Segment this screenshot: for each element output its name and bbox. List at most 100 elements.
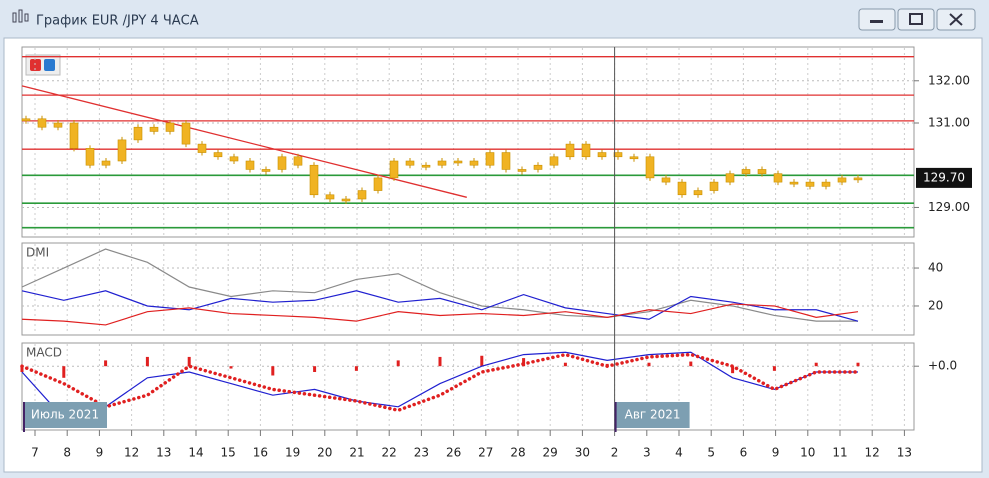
candle xyxy=(677,181,687,196)
candle xyxy=(309,164,319,196)
candle xyxy=(821,181,831,187)
macd-bar xyxy=(563,362,567,367)
macd-bar xyxy=(313,366,317,372)
candle xyxy=(549,156,559,166)
candle xyxy=(709,181,719,191)
x-tick-label: 12 xyxy=(865,446,880,460)
signal-line xyxy=(20,352,860,413)
x-tick-label: 10 xyxy=(800,446,815,460)
x-tick-label: 3 xyxy=(643,446,651,460)
candle xyxy=(613,152,623,158)
color-toggle[interactable] xyxy=(25,54,61,76)
candle xyxy=(293,156,303,166)
candle xyxy=(453,160,463,164)
trend-line xyxy=(21,85,467,198)
candle xyxy=(213,152,223,158)
candle xyxy=(85,148,95,166)
current-price-box xyxy=(916,167,972,188)
date-label: Июль 2021 xyxy=(31,408,99,422)
macd-bar xyxy=(396,360,400,367)
macd-bar xyxy=(20,366,24,372)
macd-bar xyxy=(62,366,66,378)
candle xyxy=(53,122,63,128)
macd-bar xyxy=(104,360,108,367)
x-tick-label: 13 xyxy=(156,446,171,460)
candle xyxy=(117,139,127,162)
candle xyxy=(789,181,799,185)
macd-bar xyxy=(354,366,358,371)
y-tick-label: 132.00 xyxy=(928,73,970,87)
window-title: График EUR /JPY 4 ЧАСА xyxy=(36,14,199,29)
x-tick-label: 20 xyxy=(317,446,332,460)
candle xyxy=(37,118,47,128)
candle xyxy=(165,122,175,132)
candle xyxy=(357,190,367,200)
x-tick-label: 6 xyxy=(740,446,748,460)
candle xyxy=(405,160,415,166)
x-tick-label: 14 xyxy=(188,446,203,460)
candle xyxy=(245,160,255,170)
candle xyxy=(645,156,655,179)
macd-bar xyxy=(856,362,860,367)
candle xyxy=(469,160,479,166)
macd-bar xyxy=(229,366,233,369)
minimize-button[interactable] xyxy=(858,8,896,31)
panel-title: MACD xyxy=(26,346,62,360)
maximize-button[interactable] xyxy=(897,8,935,31)
x-tick-label: 9 xyxy=(96,446,104,460)
candle xyxy=(69,122,79,149)
candle xyxy=(517,169,527,172)
x-tick-label: 5 xyxy=(707,446,715,460)
macd-bar xyxy=(271,366,275,376)
candle xyxy=(437,160,447,166)
x-tick-label: 15 xyxy=(221,446,236,460)
candle xyxy=(101,160,111,166)
current-price-label: 129.70 xyxy=(923,170,965,184)
macd-bar xyxy=(814,362,818,367)
y-tick-label: 129.00 xyxy=(928,200,970,214)
candle xyxy=(725,173,735,183)
candle xyxy=(533,164,543,170)
candle xyxy=(837,177,847,183)
x-tick-label: 11 xyxy=(832,446,847,460)
candle xyxy=(181,122,191,145)
y-tick-label: +0.0 xyxy=(928,359,957,373)
candle xyxy=(229,156,239,162)
candle xyxy=(597,152,607,158)
macd-bar xyxy=(187,356,191,367)
indicator-line xyxy=(21,248,858,322)
candle xyxy=(485,152,495,166)
macd-bar xyxy=(145,356,149,367)
date-label: Авг 2021 xyxy=(625,408,681,422)
candle xyxy=(581,143,591,158)
candle xyxy=(773,173,783,183)
x-tick-label: 13 xyxy=(897,446,912,460)
app-icon xyxy=(12,9,29,23)
price-panel xyxy=(21,46,915,238)
candle xyxy=(805,181,815,187)
x-tick-label: 27 xyxy=(478,446,493,460)
panel-title: DMI xyxy=(26,246,49,260)
date-label-box xyxy=(23,402,107,428)
candle xyxy=(693,190,703,196)
x-tick-label: 22 xyxy=(382,446,397,460)
close-button[interactable] xyxy=(936,8,976,31)
indicator-line xyxy=(21,303,859,326)
candle xyxy=(853,177,863,181)
candle xyxy=(661,177,671,183)
x-tick-label: 16 xyxy=(253,446,268,460)
candle xyxy=(389,160,399,179)
macd-bar xyxy=(522,358,526,367)
candle xyxy=(133,126,143,141)
candle xyxy=(629,156,639,160)
x-tick-label: 29 xyxy=(543,446,558,460)
candle xyxy=(757,169,767,174)
macd-bar xyxy=(689,361,693,367)
y-tick-label: 131.00 xyxy=(928,116,970,130)
dmi-panel xyxy=(21,242,915,336)
macd-bar xyxy=(731,366,735,374)
x-tick-label: 23 xyxy=(414,446,429,460)
indicator-line xyxy=(21,351,858,420)
candle xyxy=(501,152,511,170)
candle xyxy=(373,177,383,191)
